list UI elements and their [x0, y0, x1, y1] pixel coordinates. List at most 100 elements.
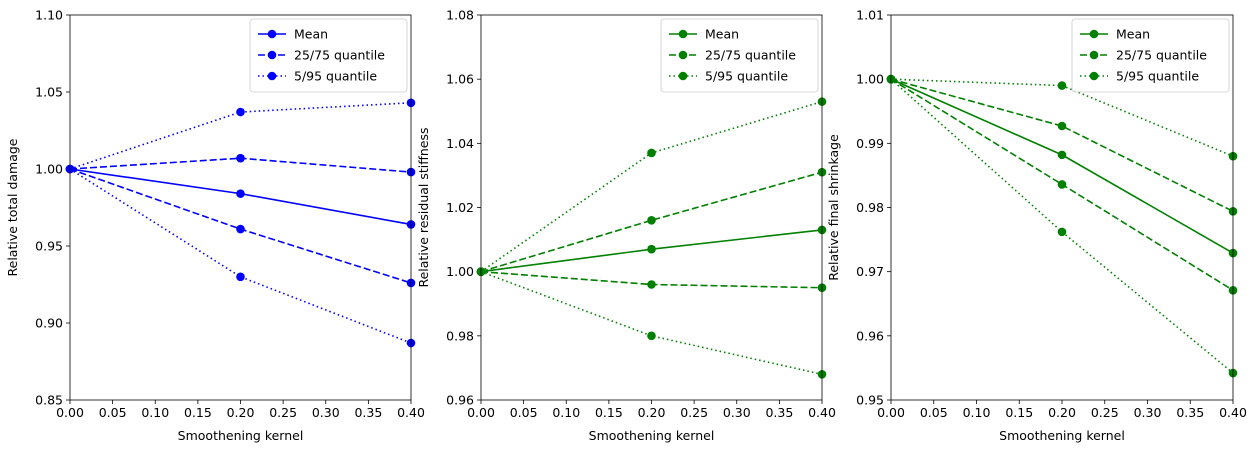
data-point — [236, 107, 245, 117]
legend-marker — [267, 29, 277, 39]
y-tick-label: 0.97 — [856, 264, 884, 279]
y-tick-label: 0.98 — [856, 200, 884, 215]
data-point — [647, 216, 656, 225]
x-tick-label: 0.15 — [184, 405, 212, 420]
chart-panel-2: 0.00 0.05 0.10 0.15 0.20 0.25 0.30 0.35 0.40 0.96… — [416, 8, 836, 444]
chart-panel-1: 0.00 0.05 0.10 0.15 0.20 0.25 0.30 0.35 0.40 0.85… — [5, 8, 425, 444]
legend-label: 25/75 quantile — [294, 48, 385, 63]
plot-frame — [69, 14, 412, 401]
data-point — [647, 280, 656, 289]
legend-label: 5/95 quantile — [294, 69, 377, 84]
legend-label: Mean — [705, 27, 739, 42]
x-tick-label: 0.30 — [312, 405, 340, 420]
series-group — [65, 98, 416, 348]
data-point — [1057, 150, 1067, 160]
x-tick-label: 0.20 — [1048, 405, 1076, 420]
y-tick-label: 1.00 — [35, 162, 63, 177]
data-point — [1057, 227, 1067, 237]
x-tick-label: 0.40 — [808, 405, 836, 420]
y-tick-label: 1.00 — [446, 264, 474, 279]
legend-label: 5/95 quantile — [705, 69, 788, 84]
x-tick-label: 0.10 — [141, 405, 169, 420]
series-line-2 — [480, 171, 823, 273]
y-axis-label: Relative final shrinkage — [826, 134, 841, 281]
x-tick-label: 0.05 — [99, 405, 127, 420]
x-tick-label: 0.00 — [877, 405, 905, 420]
data-point — [236, 224, 245, 234]
data-point — [236, 189, 245, 198]
y-tick-label: 0.95 — [856, 393, 884, 408]
legend-marker — [1089, 71, 1099, 81]
legend: Mean 25/75 quantile 5/95 quantile — [660, 18, 819, 93]
y-axis-label: Relative residual stiffness — [416, 127, 431, 287]
data-point — [1057, 81, 1067, 90]
y-tick-label: 1.04 — [446, 136, 474, 151]
legend-label: Mean — [1116, 27, 1150, 42]
y-tick-label: 0.99 — [856, 136, 884, 151]
legend-marker — [678, 71, 688, 81]
x-tick-label: 0.40 — [1219, 405, 1247, 420]
x-tick-label: 0.35 — [1176, 405, 1204, 420]
y-tick-label: 1.10 — [35, 8, 63, 23]
y-tick-label: 1.00 — [856, 72, 884, 87]
plot-frame — [890, 14, 1234, 401]
x-tick-label: 0.00 — [467, 405, 495, 420]
data-point — [647, 148, 656, 158]
y-tick-label: 0.90 — [35, 316, 63, 331]
legend-marker — [678, 29, 688, 39]
legend-label: 5/95 quantile — [1116, 69, 1199, 84]
x-tick-label: 0.35 — [354, 405, 382, 420]
data-point — [236, 153, 245, 163]
legend-marker — [1089, 29, 1099, 39]
y-tick-label: 0.98 — [446, 328, 474, 343]
x-tick-label: 0.15 — [1005, 405, 1033, 420]
x-tick-label: 0.10 — [963, 405, 991, 420]
y-tick-label: 0.96 — [446, 393, 474, 408]
legend-marker — [267, 71, 277, 81]
legend-box — [1071, 18, 1230, 93]
legend-marker — [1089, 50, 1099, 60]
x-tick-label: 0.25 — [680, 405, 708, 420]
legend-box — [249, 18, 408, 93]
x-tick-label: 0.35 — [765, 405, 793, 420]
series-line-4 — [69, 101, 412, 170]
x-tick-label: 0.05 — [510, 405, 538, 420]
x-tick-label: 0.20 — [638, 405, 666, 420]
legend-label: Mean — [294, 27, 328, 42]
y-tick-label: 1.06 — [446, 72, 474, 87]
y-tick-label: 1.02 — [446, 200, 474, 215]
x-axis-label: Smoothening kernel — [178, 428, 304, 443]
data-point — [1057, 180, 1067, 189]
x-tick-label: 0.20 — [227, 405, 255, 420]
data-point — [1057, 121, 1067, 131]
legend-label: 25/75 quantile — [705, 48, 796, 63]
x-tick-label: 0.25 — [1091, 405, 1119, 420]
y-tick-label: 1.01 — [856, 8, 884, 23]
y-tick-label: 0.85 — [35, 393, 63, 408]
y-tick-label: 0.96 — [856, 328, 884, 343]
legend: Mean 25/75 quantile 5/95 quantile — [1071, 18, 1230, 93]
series-group — [476, 97, 827, 379]
plot-frame — [480, 14, 823, 401]
y-axis-label: Relative total damage — [5, 138, 20, 276]
y-tick-label: 1.05 — [35, 85, 63, 100]
data-point — [647, 331, 656, 341]
x-tick-label: 0.15 — [595, 405, 623, 420]
legend-marker — [267, 50, 277, 60]
legend: Mean 25/75 quantile 5/95 quantile — [249, 18, 408, 93]
legend-box — [660, 18, 819, 93]
series-line-1 — [890, 78, 1234, 254]
x-tick-label: 0.40 — [397, 405, 425, 420]
legend-label: 25/75 quantile — [1116, 48, 1207, 63]
series-group — [886, 74, 1238, 378]
series-line-2 — [890, 78, 1234, 213]
y-tick-label: 0.95 — [35, 239, 63, 254]
x-tick-label: 0.25 — [269, 405, 297, 420]
y-tick-label: 1.08 — [446, 8, 474, 23]
data-point — [236, 272, 245, 282]
x-axis-label: Smoothening kernel — [999, 428, 1125, 443]
chart-panel-3: 0.00 0.05 0.10 0.15 0.20 0.25 0.30 0.35 0.40 0.95… — [826, 8, 1247, 444]
x-tick-label: 0.00 — [56, 405, 84, 420]
data-point — [647, 244, 656, 254]
